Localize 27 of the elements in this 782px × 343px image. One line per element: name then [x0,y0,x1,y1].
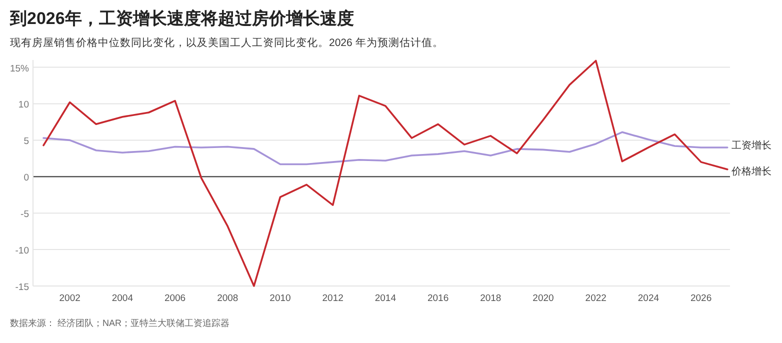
x-tick-label: 2006 [164,293,186,304]
x-tick-label: 2026 [690,293,712,304]
y-tick-label: 15% [10,63,30,74]
source-note: 数据来源： 经济团队；NAR；亚特兰大联储工资追踪器 [10,318,230,328]
line-series [42,131,728,166]
y-tick-label: -10 [15,246,29,257]
x-tick-label: 2008 [217,293,238,304]
x-tick-label: 2004 [112,293,133,304]
y-tick-label: 10 [18,100,29,111]
y-tick-label: 5 [24,136,29,148]
series-label: 价格增长 [730,165,772,178]
x-tick-label: 2020 [532,293,554,304]
x-tick-label: 2018 [480,293,502,304]
x-tick-label: 2016 [427,293,449,304]
x-tick-label: 2012 [322,293,344,304]
y-tick-label: 0 [24,172,29,184]
x-tick-label: 2010 [270,293,291,304]
chart-subtitle: 现有房屋销售价格中位数同比变化，以及美国工人工资同比变化。2026 年为预测估计值。 [10,36,444,49]
x-tick-label: 2024 [638,293,660,304]
y-tick-label: -5 [20,209,29,220]
chart-title: 到2026年，工资增长速度将超过房价增长速度 [9,9,354,28]
x-tick-label: 2002 [59,293,80,304]
x-tick-label: 2022 [585,293,606,304]
series-label: 工资增长 [731,139,772,152]
y-tick-label: -15 [15,282,29,293]
line-series [42,60,728,287]
x-tick-label: 2014 [374,293,396,304]
